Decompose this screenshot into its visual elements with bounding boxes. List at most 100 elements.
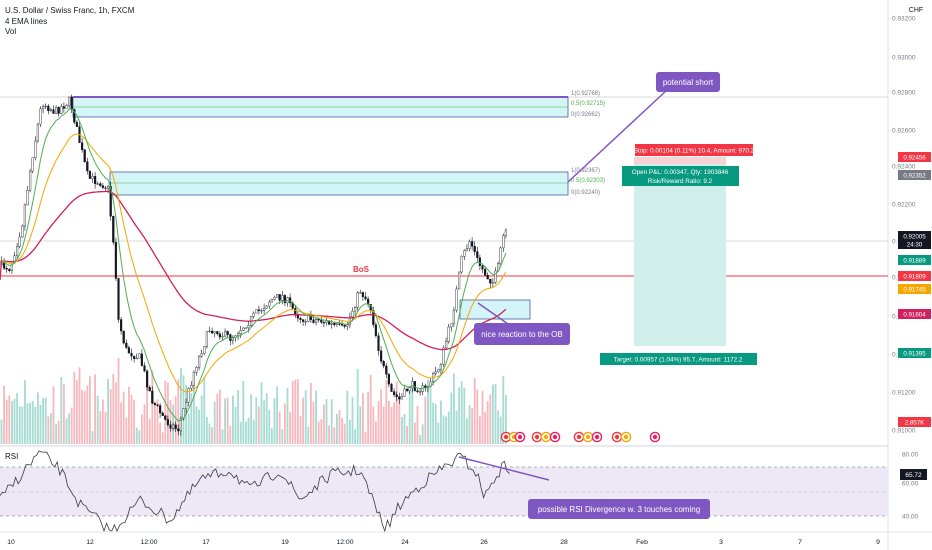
candle-body	[88, 170, 91, 179]
volume-bar	[434, 403, 437, 444]
indicator-ema[interactable]: 4 EMA lines	[5, 16, 48, 26]
volume-bar	[445, 416, 447, 444]
volume-bar	[317, 421, 320, 444]
volume-bar	[224, 398, 226, 444]
candle-body	[393, 391, 396, 395]
volume-bar	[190, 393, 193, 444]
volume-bar	[138, 430, 141, 444]
volume-bar	[130, 395, 133, 444]
ob-reaction-callout[interactable]: nice reaction to the OB	[474, 302, 570, 345]
candle-body	[359, 292, 362, 294]
candle-body	[439, 364, 442, 370]
volume-bar	[0, 419, 3, 444]
rsi-value-tag	[900, 469, 927, 480]
volume-bar	[390, 406, 393, 444]
candle-body	[221, 335, 224, 338]
volume-bar	[312, 401, 315, 444]
candle-body	[489, 278, 492, 284]
price-tag	[898, 417, 931, 427]
main-pane[interactable]	[0, 0, 888, 446]
economic-events[interactable]	[500, 431, 661, 443]
candle-body	[80, 142, 84, 151]
candle-body	[114, 242, 117, 279]
price-axis[interactable]: CHF 0.93200 0.93000 0.92800 0.92600 0.92400 0…	[892, 7, 923, 435]
volume-bar	[362, 393, 364, 444]
volume-bar	[497, 410, 499, 444]
volume-bar	[208, 423, 211, 444]
rsi-value-label: 65.72	[905, 472, 922, 479]
short-position-tool[interactable]: Stop: 0.00104 (0.11%) 10.4, Amount: 970.…	[600, 144, 757, 365]
symbol-title[interactable]: U.S. Dollar / Swiss Franc, 1h, FXCM	[5, 6, 135, 15]
volume-bar	[382, 406, 385, 444]
price-tick-label: 0.93000	[892, 55, 916, 62]
volume-bar	[107, 378, 109, 444]
stop-zone[interactable]	[634, 157, 726, 164]
candle-body	[341, 323, 344, 326]
time-axis[interactable]: 10 12 12:00 17 19 12:00 24 26 28 Feb 3 7 9	[7, 539, 880, 546]
volume-bar	[468, 405, 471, 444]
candle-body	[231, 336, 234, 341]
volume-bar	[213, 401, 216, 444]
rsi-band	[0, 467, 888, 516]
candle-body	[218, 333, 221, 338]
volume-bar	[8, 395, 11, 444]
candle-body	[226, 331, 229, 335]
candle-body	[463, 250, 466, 257]
fib-mid-label-2: 0.5(0.92303)	[571, 178, 605, 184]
candle-body	[400, 396, 403, 400]
candle-body	[148, 387, 151, 392]
potential-short-callout[interactable]: potential short	[567, 72, 720, 183]
fib-zone-mid[interactable]: 1(0.92367) 0.5(0.92303) 0(0.92240)	[109, 168, 605, 196]
candle-body	[125, 342, 128, 348]
fib-zone-top[interactable]: 1(0.92768) 0.5(0.92715) 0(0.92662)	[72, 91, 605, 118]
volume-bar	[333, 427, 336, 444]
rsi-label: RSI	[5, 452, 18, 461]
candles[interactable]	[0, 94, 507, 436]
indicator-volume[interactable]: Vol	[5, 27, 17, 36]
time-tick-label: 3	[719, 539, 723, 546]
candle-body	[273, 297, 276, 300]
candle-body	[403, 388, 406, 397]
ob-reaction-text: nice reaction to the OB	[481, 330, 562, 339]
volume-bar	[466, 418, 468, 444]
target-zone[interactable]	[634, 164, 726, 346]
price-tag-label: 0.91809	[903, 274, 926, 281]
candle-body	[67, 96, 71, 106]
volume-bar	[356, 368, 359, 444]
ema-slow-line	[0, 190, 507, 351]
volume-bar	[143, 404, 146, 444]
candle-body	[21, 225, 24, 238]
candle-body	[36, 123, 39, 142]
volume-bar	[297, 379, 299, 444]
candle-body	[398, 396, 401, 400]
candle-body	[278, 294, 281, 301]
volume-bar	[57, 420, 60, 444]
candle-body	[484, 268, 487, 276]
candle-body	[322, 322, 325, 324]
volume-bar	[330, 399, 333, 444]
candle-body	[247, 325, 250, 328]
candle-body	[338, 323, 341, 325]
candle-body	[223, 331, 227, 337]
price-tag-label: 2.857K	[905, 420, 925, 427]
candle-body	[486, 275, 489, 280]
candle-body	[317, 319, 320, 321]
candle-body	[481, 265, 484, 270]
volume-bar	[60, 376, 63, 444]
currency-label: CHF	[909, 7, 923, 14]
volume-bar	[380, 389, 382, 444]
rsi-pane[interactable]: RSI	[0, 450, 888, 533]
potential-short-text: potential short	[663, 78, 714, 87]
volume-bar	[174, 396, 177, 444]
rsi-line	[0, 450, 510, 533]
volume-bar	[268, 409, 271, 444]
volume-bar	[416, 405, 419, 444]
rsi-divergence-callout[interactable]: possible RSI Divergence w. 3 touches com…	[458, 456, 710, 519]
candle-body	[283, 295, 286, 304]
volume-bar	[177, 379, 180, 444]
rsi-axis[interactable]: 80.00 60.00 40.00 65.72	[900, 452, 927, 521]
candle-body	[387, 374, 390, 385]
fib-zone-mid-box[interactable]	[109, 171, 569, 196]
